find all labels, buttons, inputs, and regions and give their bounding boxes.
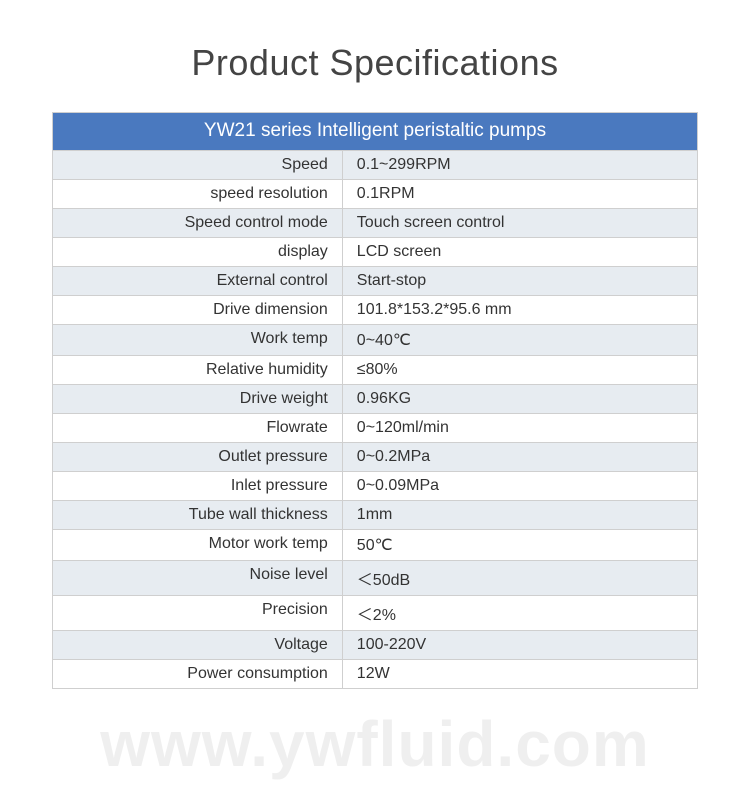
spec-value: 0~0.09MPa — [343, 471, 697, 500]
spec-label: Flowrate — [53, 413, 343, 442]
spec-label: External control — [53, 266, 343, 295]
table-header: YW21 series Intelligent peristaltic pump… — [53, 113, 697, 150]
spec-label: Relative humidity — [53, 355, 343, 384]
spec-value: ≤80% — [343, 355, 697, 384]
spec-label: Motor work temp — [53, 529, 343, 560]
spec-label: Drive dimension — [53, 295, 343, 324]
spec-value: LCD screen — [343, 237, 697, 266]
spec-value: 1mm — [343, 500, 697, 529]
table-row: Tube wall thickness1mm — [53, 500, 697, 529]
spec-value: Start-stop — [343, 266, 697, 295]
spec-label: Noise level — [53, 560, 343, 595]
spec-value: 0~0.2MPa — [343, 442, 697, 471]
table-row: Work temp0~40℃ — [53, 324, 697, 355]
table-row: Speed control modeTouch screen control — [53, 208, 697, 237]
spec-container: Product Specifications YW21 series Intel… — [0, 0, 750, 689]
spec-label: Speed control mode — [53, 208, 343, 237]
spec-label: Drive weight — [53, 384, 343, 413]
spec-label: Inlet pressure — [53, 471, 343, 500]
spec-label: display — [53, 237, 343, 266]
spec-value: 0~120ml/min — [343, 413, 697, 442]
spec-value: 12W — [343, 659, 697, 688]
spec-value: Touch screen control — [343, 208, 697, 237]
spec-label: speed resolution — [53, 179, 343, 208]
table-row: Precision＜2% — [53, 595, 697, 630]
table-row: External controlStart-stop — [53, 266, 697, 295]
table-row: Drive weight0.96KG — [53, 384, 697, 413]
table-body: Speed0.1~299RPMspeed resolution0.1RPMSpe… — [53, 150, 697, 688]
spec-value: 101.8*153.2*95.6 mm — [343, 295, 697, 324]
spec-label: Voltage — [53, 630, 343, 659]
table-row: Noise level＜50dB — [53, 560, 697, 595]
table-row: Speed0.1~299RPM — [53, 150, 697, 179]
spec-label: Tube wall thickness — [53, 500, 343, 529]
watermark-text: www.ywfluid.com — [100, 707, 650, 781]
spec-value: 100-220V — [343, 630, 697, 659]
spec-table: YW21 series Intelligent peristaltic pump… — [52, 112, 698, 689]
spec-label: Work temp — [53, 324, 343, 355]
table-row: Drive dimension101.8*153.2*95.6 mm — [53, 295, 697, 324]
table-row: Outlet pressure0~0.2MPa — [53, 442, 697, 471]
spec-label: Precision — [53, 595, 343, 630]
spec-label: Outlet pressure — [53, 442, 343, 471]
spec-label: Power consumption — [53, 659, 343, 688]
table-row: speed resolution0.1RPM — [53, 179, 697, 208]
spec-value: 0.96KG — [343, 384, 697, 413]
spec-value: ＜2% — [343, 595, 697, 630]
table-row: Inlet pressure0~0.09MPa — [53, 471, 697, 500]
table-row: Voltage100-220V — [53, 630, 697, 659]
table-row: displayLCD screen — [53, 237, 697, 266]
table-row: Power consumption12W — [53, 659, 697, 688]
spec-value: ＜50dB — [343, 560, 697, 595]
spec-value: 0~40℃ — [343, 324, 697, 355]
spec-value: 0.1RPM — [343, 179, 697, 208]
spec-label: Speed — [53, 150, 343, 179]
spec-value: 50℃ — [343, 529, 697, 560]
spec-value: 0.1~299RPM — [343, 150, 697, 179]
table-row: Flowrate0~120ml/min — [53, 413, 697, 442]
table-row: Relative humidity≤80% — [53, 355, 697, 384]
page-title: Product Specifications — [0, 0, 750, 112]
table-row: Motor work temp50℃ — [53, 529, 697, 560]
